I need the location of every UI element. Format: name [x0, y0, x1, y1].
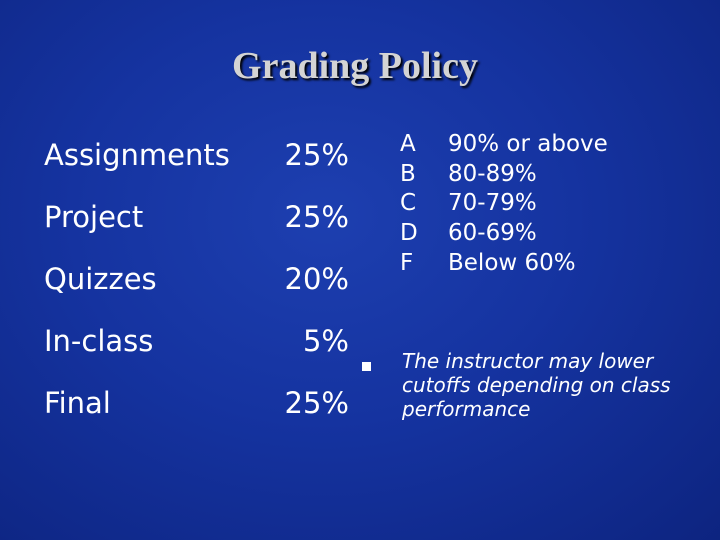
- grade-scale-row-d: D 60-69%: [400, 220, 608, 250]
- instructor-note: The instructor may lower cutoffs dependi…: [402, 349, 671, 421]
- grade-scale-row-f: F Below 60%: [400, 250, 608, 280]
- weight-percent: 25%: [284, 138, 349, 172]
- grade-range: 70-79%: [448, 190, 537, 217]
- weight-row-quizzes: Quizzes 20%: [44, 262, 349, 324]
- grade-letter: B: [400, 160, 416, 187]
- grade-letter: C: [400, 190, 417, 217]
- grade-scale-row-c: C 70-79%: [400, 190, 608, 220]
- weight-percent: 25%: [284, 200, 349, 234]
- grade-range: 60-69%: [448, 220, 537, 247]
- grade-scale-row-b: B 80-89%: [400, 161, 608, 191]
- grade-weights-list: Assignments 25% Project 25% Quizzes 20% …: [44, 138, 349, 448]
- grade-range: 90% or above: [448, 131, 608, 157]
- slide-title: Grading Policy: [232, 45, 478, 87]
- grade-letter: F: [400, 249, 414, 276]
- grade-range: 80-89%: [448, 160, 537, 187]
- weight-item-label: Quizzes: [44, 262, 157, 296]
- grade-scale-list: A 90% or above B 80-89% C 70-79% D 60-69% F B…: [400, 131, 608, 279]
- square-bullet-icon: [362, 362, 371, 371]
- grade-range: Below 60%: [448, 249, 576, 276]
- weight-percent: 25%: [284, 386, 349, 420]
- weight-percent: 5%: [302, 324, 349, 358]
- weight-item-label: In-class: [44, 324, 154, 358]
- grade-scale-row-a: A 90% or above: [400, 131, 608, 161]
- grade-letter: D: [400, 220, 418, 247]
- weight-item-label: Final: [44, 386, 111, 420]
- weight-item-label: Assignments: [44, 138, 230, 172]
- weight-row-project: Project 25%: [44, 200, 349, 262]
- weight-row-final: Final 25%: [44, 386, 349, 448]
- grade-letter: A: [400, 131, 416, 157]
- weight-row-in-class: In-class 5%: [44, 324, 349, 386]
- weight-percent: 20%: [284, 262, 349, 296]
- weight-item-label: Project: [44, 200, 144, 234]
- weight-row-assignments: Assignments 25%: [44, 138, 349, 200]
